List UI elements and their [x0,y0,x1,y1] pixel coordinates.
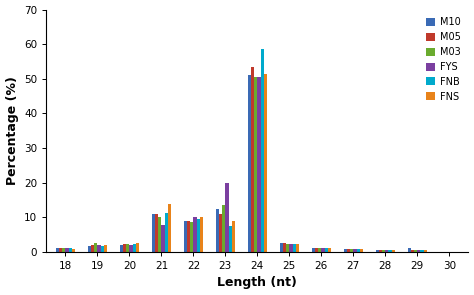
Bar [98,245,100,252]
Bar [283,243,286,252]
Bar [104,245,107,252]
Bar [353,249,356,252]
Bar [385,250,389,252]
Bar [56,248,59,252]
Bar [120,245,123,252]
Bar [136,243,139,252]
Bar [344,249,347,252]
Bar [315,248,318,252]
Bar [424,250,427,252]
Bar [168,204,171,252]
Bar [414,250,417,252]
Bar [417,250,420,252]
Bar [187,221,190,252]
Bar [72,249,75,252]
Bar [62,248,65,252]
Bar [392,250,395,252]
Bar [280,243,283,252]
Bar [123,244,126,252]
Bar [251,67,254,252]
Bar [129,245,133,252]
Bar [356,249,360,252]
Bar [350,249,353,252]
Bar [69,248,72,252]
Bar [248,75,251,252]
Bar [296,244,299,252]
Bar [411,250,414,252]
Bar [325,248,328,252]
Bar [126,244,129,252]
Bar [347,249,350,252]
Bar [155,214,158,252]
Bar [376,250,379,252]
Bar [59,248,62,252]
Bar [219,214,222,252]
Bar [65,248,69,252]
Bar [261,49,264,252]
Bar [232,222,235,252]
Bar [100,246,104,252]
Bar [257,77,261,252]
Bar [379,250,382,252]
Bar [389,250,392,252]
Bar [225,183,228,252]
Bar [152,214,155,252]
Bar [254,77,257,252]
Y-axis label: Percentage (%): Percentage (%) [6,76,18,185]
Bar [321,248,325,252]
Bar [184,222,187,252]
Bar [382,250,385,252]
Bar [200,217,203,252]
Bar [190,222,193,252]
Legend: M10, M05, M03, FYS, FNB, FNS: M10, M05, M03, FYS, FNB, FNS [423,14,464,104]
Bar [289,244,292,252]
Bar [88,246,91,252]
Bar [292,244,296,252]
Bar [264,74,267,252]
Bar [318,248,321,252]
Bar [162,225,164,252]
Bar [216,209,219,252]
Bar [133,244,136,252]
Bar [197,219,200,252]
Bar [408,248,411,252]
Bar [360,249,363,252]
Bar [222,205,225,252]
X-axis label: Length (nt): Length (nt) [218,276,297,289]
Bar [164,213,168,252]
Bar [312,248,315,252]
Bar [286,244,289,252]
Bar [328,248,331,252]
Bar [91,245,94,252]
Bar [228,226,232,252]
Bar [94,243,98,252]
Bar [158,217,162,252]
Bar [193,217,197,252]
Bar [420,250,424,252]
